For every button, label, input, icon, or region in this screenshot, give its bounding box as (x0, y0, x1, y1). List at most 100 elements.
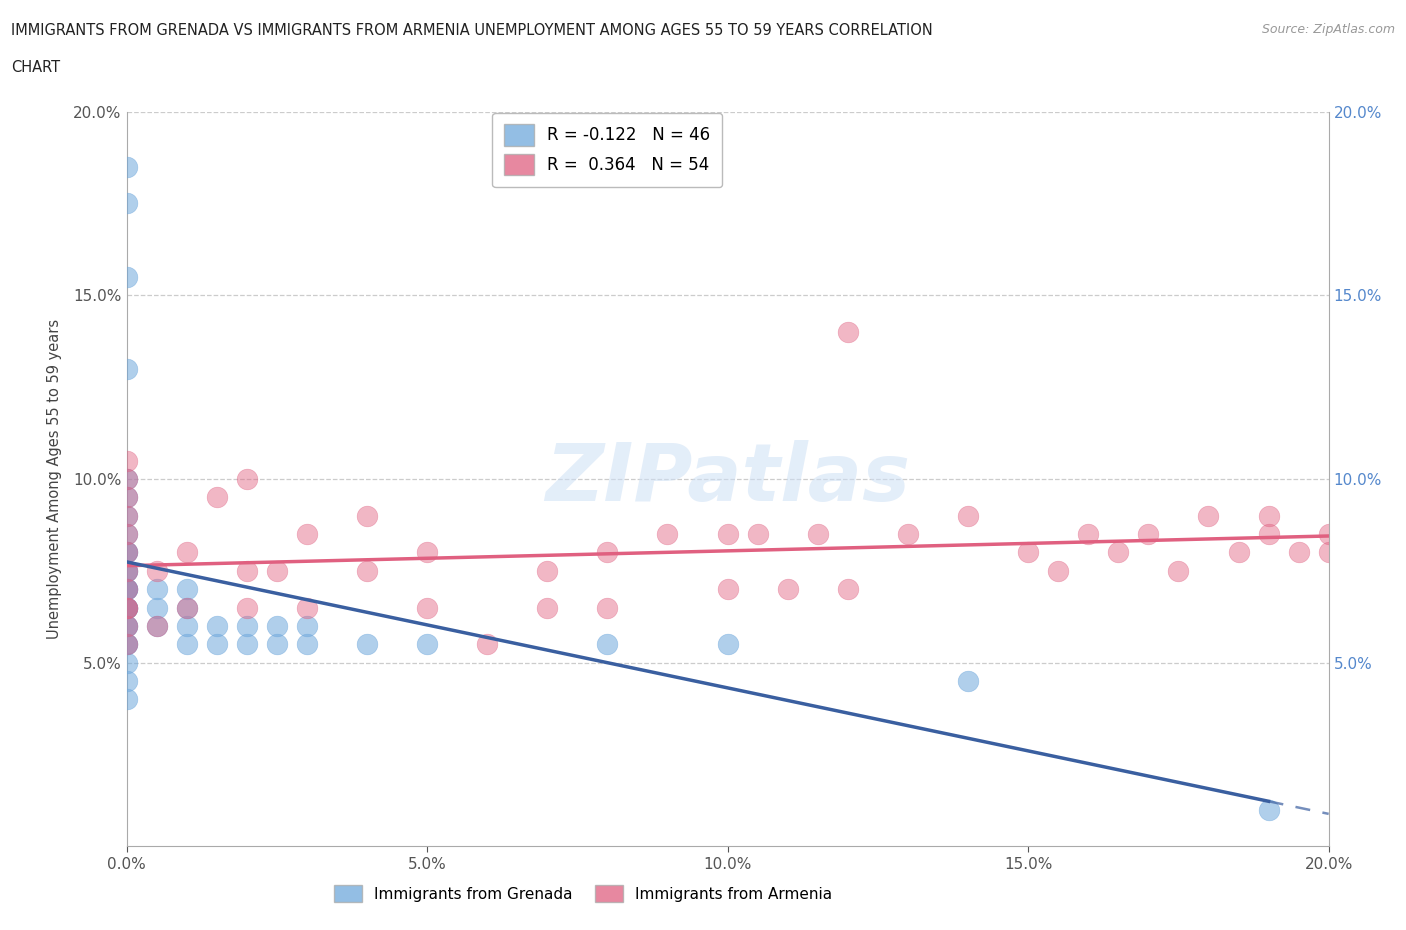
Point (596, 545, 619, 560)
Point (115, 618, 138, 633)
Point (235, 618, 259, 633)
Point (115, 637, 138, 652)
Point (145, 582, 167, 597)
Point (145, 618, 167, 633)
Text: Source: ZipAtlas.com: Source: ZipAtlas.com (1261, 23, 1395, 36)
Point (1137, 526, 1160, 541)
Point (205, 618, 228, 633)
Point (176, 545, 198, 560)
Point (115, 159, 138, 174)
Point (115, 692, 138, 707)
Point (1257, 802, 1279, 817)
Point (115, 362, 138, 377)
Point (115, 600, 138, 615)
Point (176, 618, 198, 633)
Point (235, 637, 259, 652)
Point (115, 490, 138, 505)
Point (115, 526, 138, 541)
Point (115, 509, 138, 524)
Point (536, 564, 558, 578)
Point (716, 582, 740, 597)
Point (115, 545, 138, 560)
Point (115, 545, 138, 560)
Point (115, 600, 138, 615)
Point (416, 600, 439, 615)
Point (115, 618, 138, 633)
Point (115, 637, 138, 652)
Point (1227, 545, 1250, 560)
Point (145, 618, 167, 633)
Point (1257, 526, 1279, 541)
Point (716, 637, 740, 652)
Point (115, 582, 138, 597)
Point (837, 325, 859, 339)
Point (145, 564, 167, 578)
Point (176, 600, 198, 615)
Point (356, 509, 378, 524)
Text: ZIPatlas: ZIPatlas (546, 440, 910, 518)
Point (235, 564, 259, 578)
Point (115, 472, 138, 486)
Point (145, 600, 167, 615)
Y-axis label: Unemployment Among Ages 55 to 59 years: Unemployment Among Ages 55 to 59 years (48, 319, 62, 639)
Point (115, 196, 138, 211)
Point (115, 618, 138, 633)
Point (115, 582, 138, 597)
Point (956, 673, 979, 688)
Point (1077, 526, 1099, 541)
Point (115, 564, 138, 578)
Point (747, 526, 769, 541)
Point (205, 637, 228, 652)
Point (1317, 545, 1340, 560)
Point (776, 582, 799, 597)
Point (115, 582, 138, 597)
Point (356, 637, 378, 652)
Point (1317, 526, 1340, 541)
Point (596, 600, 619, 615)
Point (1017, 545, 1039, 560)
Point (897, 526, 920, 541)
Point (115, 673, 138, 688)
Point (176, 582, 198, 597)
Point (115, 582, 138, 597)
Point (956, 509, 979, 524)
Point (115, 472, 138, 486)
Point (295, 618, 318, 633)
Point (295, 526, 318, 541)
Point (536, 600, 558, 615)
Point (295, 600, 318, 615)
Text: CHART: CHART (11, 60, 60, 75)
Point (716, 526, 740, 541)
Point (115, 600, 138, 615)
Point (176, 600, 198, 615)
Point (115, 545, 138, 560)
Point (1167, 564, 1189, 578)
Point (115, 564, 138, 578)
Point (115, 526, 138, 541)
Text: IMMIGRANTS FROM GRENADA VS IMMIGRANTS FROM ARMENIA UNEMPLOYMENT AMONG AGES 55 TO: IMMIGRANTS FROM GRENADA VS IMMIGRANTS FR… (11, 23, 934, 38)
Point (657, 526, 679, 541)
Point (356, 564, 378, 578)
Point (115, 509, 138, 524)
Point (1288, 545, 1310, 560)
Point (176, 637, 198, 652)
Point (235, 600, 259, 615)
Point (1107, 545, 1129, 560)
Point (235, 472, 259, 486)
Point (416, 637, 439, 652)
Point (266, 564, 288, 578)
Point (1197, 509, 1219, 524)
Point (205, 490, 228, 505)
Point (416, 545, 439, 560)
Point (115, 453, 138, 468)
Point (266, 618, 288, 633)
Point (115, 600, 138, 615)
Point (115, 564, 138, 578)
Point (115, 637, 138, 652)
Point (1047, 564, 1070, 578)
Point (837, 582, 859, 597)
Point (295, 637, 318, 652)
Point (115, 490, 138, 505)
Legend: Immigrants from Grenada, Immigrants from Armenia: Immigrants from Grenada, Immigrants from… (328, 879, 838, 909)
Point (596, 637, 619, 652)
